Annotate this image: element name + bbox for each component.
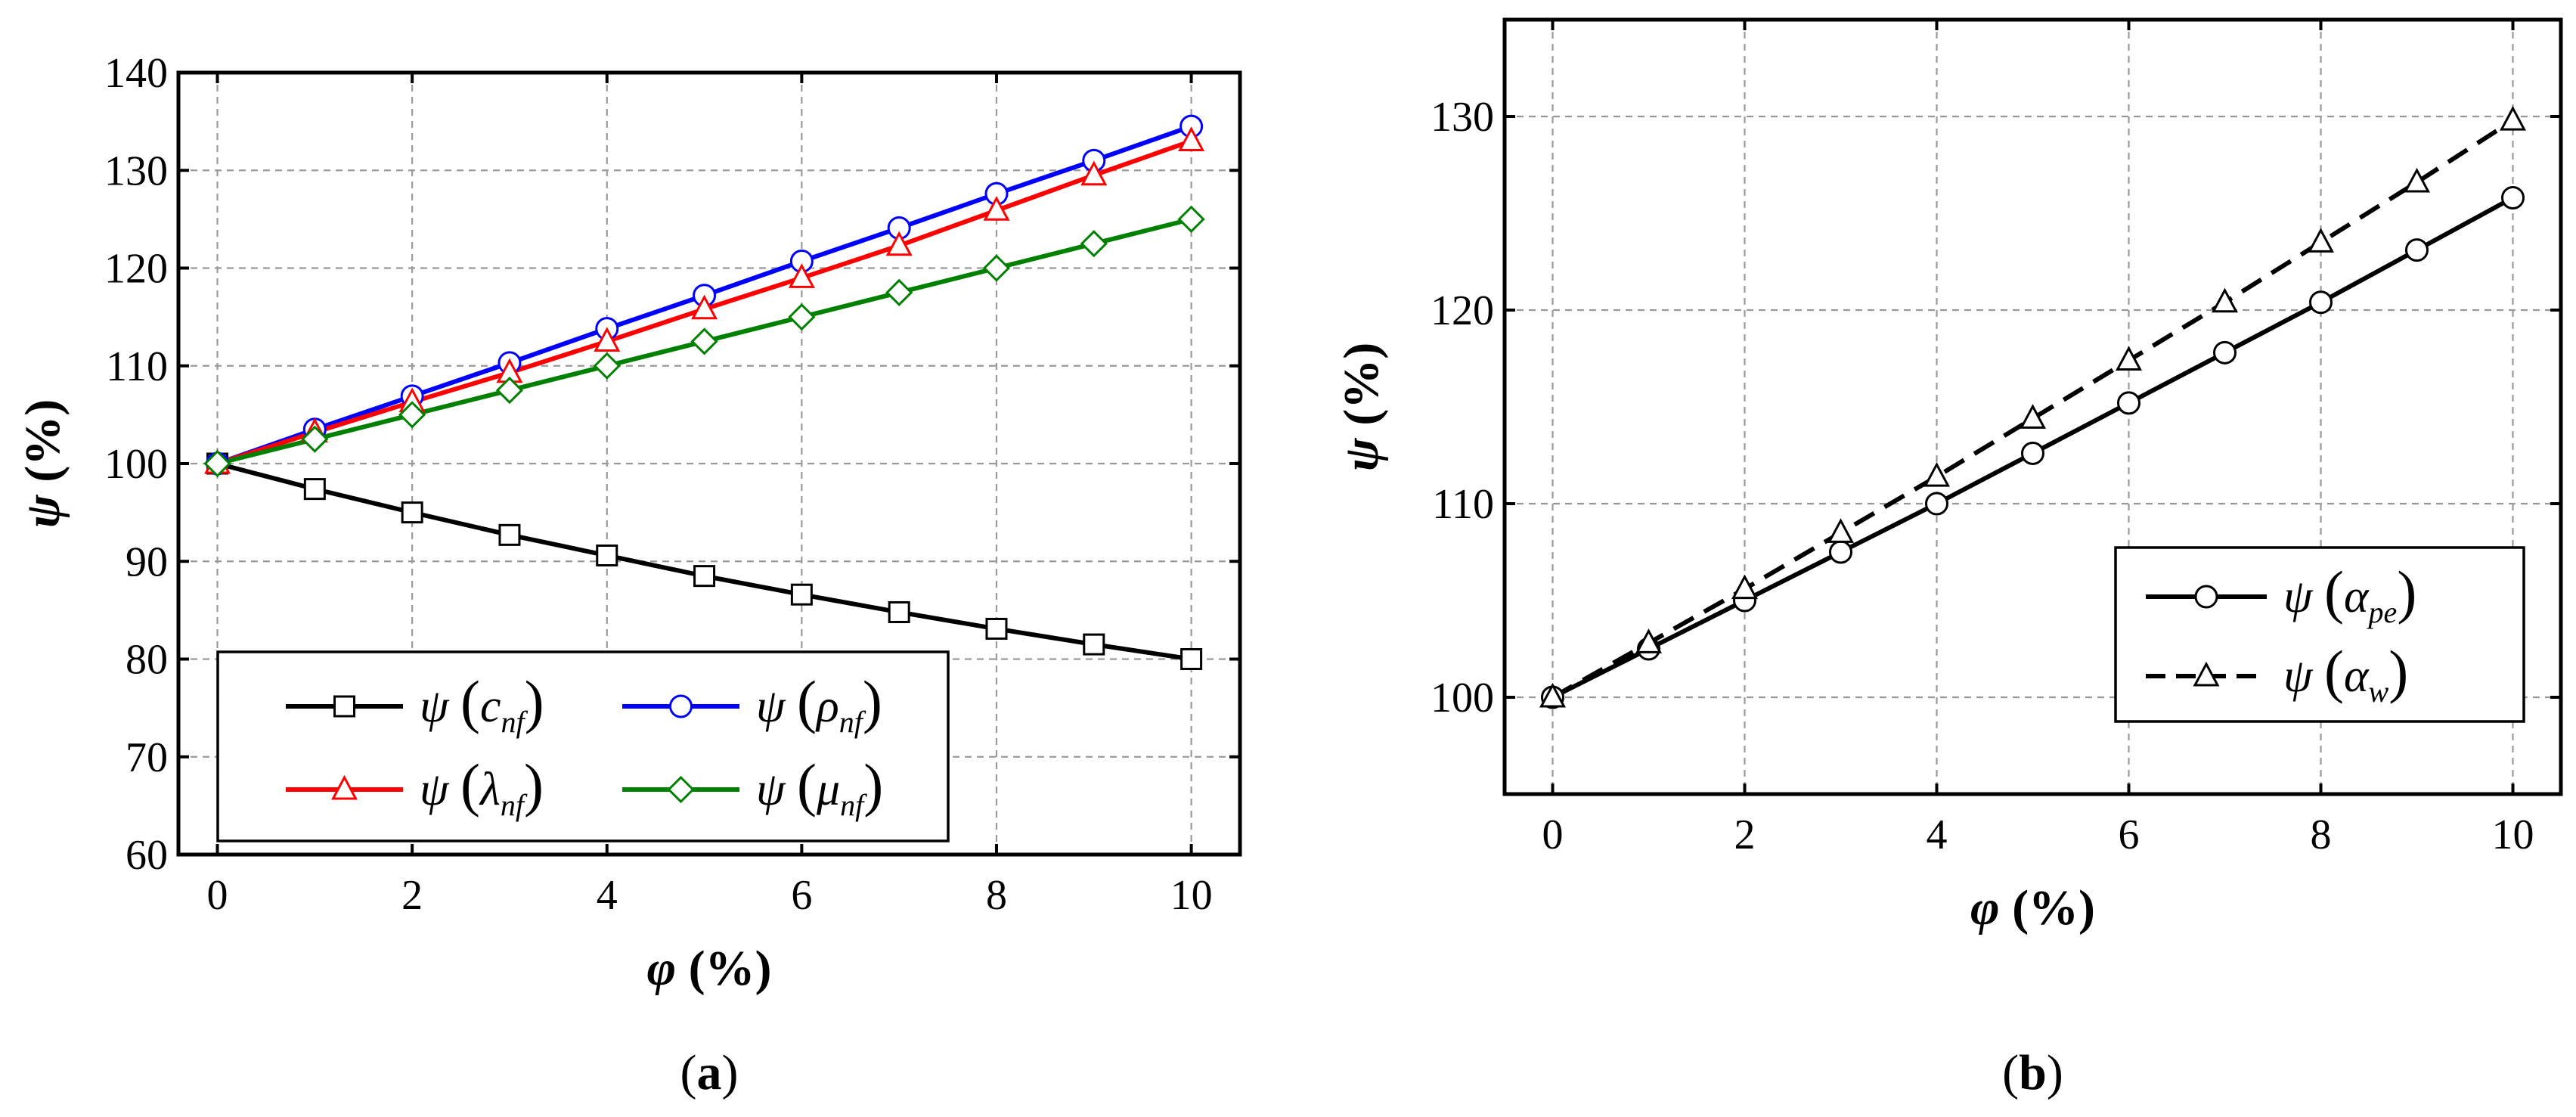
plot-frame — [1502, 17, 2563, 796]
y-tick-label: 140 — [104, 50, 168, 97]
x-tick-label: 10 — [1170, 872, 1213, 919]
data-point-s1-4 — [1923, 461, 1951, 487]
y-tick-label: 110 — [106, 343, 168, 390]
data-point-s0-4 — [1925, 492, 1948, 516]
data-point-s1-5 — [2019, 404, 2047, 429]
y-tick-label: 110 — [1432, 481, 1494, 528]
y-tick-label: 100 — [1431, 675, 1494, 721]
legend-swatch-marker-0 — [333, 695, 355, 718]
data-point-s0-1 — [303, 478, 326, 501]
legend-label-1: ψ (ρnf) — [756, 669, 882, 739]
chart-panel-b: 0 2 4 6 8 10 100 110 120 130 ψ (αpe) ψ (αw) φ (%) ψ (… — [1334, 17, 2563, 1100]
data-point-s0-5 — [693, 565, 716, 588]
legend-label-2: ψ (λnf) — [420, 752, 544, 822]
y-tick-label: 130 — [104, 147, 168, 194]
x-axis-title: φ (%) — [646, 941, 771, 996]
x-tick-label: 6 — [791, 872, 812, 919]
y-axis-title: ψ (%) — [1334, 343, 1389, 472]
x-tick-label: 8 — [986, 872, 1007, 919]
data-point-s0-9 — [2405, 238, 2429, 262]
data-point-s3-3 — [495, 376, 524, 405]
y-tick-label: 100 — [104, 441, 168, 488]
y-tick-label: 120 — [1431, 287, 1494, 334]
x-tick-label: 0 — [1542, 811, 1564, 858]
data-point-s0-10 — [2501, 186, 2525, 210]
data-point-s0-4 — [596, 544, 618, 566]
y-tick-label: 70 — [126, 734, 168, 781]
y-axis-title: ψ (%) — [15, 399, 70, 529]
data-point-s1-0 — [1539, 682, 1567, 708]
data-point-s2-6 — [788, 263, 815, 288]
x-tick-label: 10 — [2492, 811, 2534, 858]
data-point-s0-3 — [498, 523, 521, 546]
data-point-s0-6 — [2117, 391, 2140, 415]
y-tick-label: 60 — [126, 832, 168, 879]
data-point-s2-9 — [1080, 160, 1108, 186]
data-point-s2-10 — [1178, 126, 1205, 151]
data-point-s1-3 — [1827, 518, 1855, 543]
y-tick-label: 90 — [126, 538, 168, 585]
legend-label-1: ψ (αw) — [2283, 638, 2408, 709]
data-point-s1-10 — [2499, 105, 2527, 131]
data-point-s2-4 — [594, 327, 621, 352]
legend-box — [2114, 546, 2525, 723]
legend-label-0: ψ (cnf) — [420, 669, 544, 739]
data-point-s0-8 — [2309, 290, 2333, 315]
legend-label-0: ψ (αpe) — [2283, 559, 2416, 629]
legend-swatch-marker-3 — [667, 775, 695, 804]
data-point-s1-9 — [2403, 167, 2431, 193]
data-point-s2-7 — [885, 231, 913, 256]
data-point-s3-9 — [1080, 230, 1108, 258]
series-line-1 — [1551, 118, 2515, 700]
data-point-s3-10 — [1177, 205, 1205, 233]
y-tick-label: 80 — [126, 637, 168, 684]
legend-box — [216, 650, 950, 842]
data-point-s0-7 — [888, 600, 910, 623]
data-point-s3-7 — [885, 278, 913, 306]
data-point-s1-7 — [2211, 287, 2239, 313]
panel-label: (b) — [2002, 1045, 2063, 1100]
x-tick-label: 2 — [1734, 811, 1756, 858]
y-tick-label: 130 — [1431, 94, 1494, 141]
legend-swatch-marker-1 — [669, 694, 693, 718]
x-tick-label: 8 — [2311, 811, 2332, 858]
data-point-s1-1 — [1635, 628, 1663, 653]
data-point-s3-4 — [593, 352, 621, 380]
data-point-s3-1 — [301, 425, 329, 453]
data-point-s3-5 — [690, 327, 718, 355]
x-tick-label: 6 — [2119, 811, 2140, 858]
data-point-s2-5 — [691, 294, 718, 320]
legend-swatch-marker-1 — [2193, 661, 2220, 687]
data-point-s1-2 — [1731, 574, 1759, 600]
data-point-s0-2 — [401, 501, 423, 524]
legend-label-3: ψ (μnf) — [756, 752, 883, 822]
legend-swatch-marker-0 — [2194, 585, 2218, 609]
data-point-s0-6 — [790, 583, 813, 606]
x-tick-label: 2 — [401, 872, 423, 919]
data-point-s3-6 — [788, 303, 816, 331]
y-tick-label: 120 — [104, 246, 168, 293]
plot-frame — [176, 70, 1242, 857]
x-tick-label: 4 — [1927, 811, 1948, 858]
data-point-s3-8 — [982, 254, 1011, 282]
x-tick-label: 4 — [597, 872, 618, 919]
data-point-s3-2 — [398, 401, 426, 429]
x-tick-label: 0 — [207, 872, 228, 919]
data-point-s0-9 — [1083, 633, 1105, 656]
x-axis-title: φ (%) — [1970, 880, 2095, 935]
chart-panel-a: 0 2 4 6 8 10 60 70 80 90 100 110 120 130 140 ψ (cnf) ψ (… — [15, 50, 1242, 1100]
data-point-s0-3 — [1829, 540, 1852, 564]
data-point-s2-8 — [983, 196, 1010, 221]
data-point-s3-0 — [203, 449, 231, 478]
data-point-s0-10 — [1180, 648, 1203, 670]
panel-label: (a) — [680, 1045, 739, 1100]
data-point-s1-6 — [2115, 346, 2143, 371]
data-point-s1-8 — [2307, 228, 2335, 253]
legend-swatch-marker-2 — [330, 774, 358, 800]
data-point-s0-5 — [2021, 441, 2044, 465]
data-point-s0-7 — [2213, 340, 2237, 365]
data-point-s0-8 — [985, 617, 1008, 640]
